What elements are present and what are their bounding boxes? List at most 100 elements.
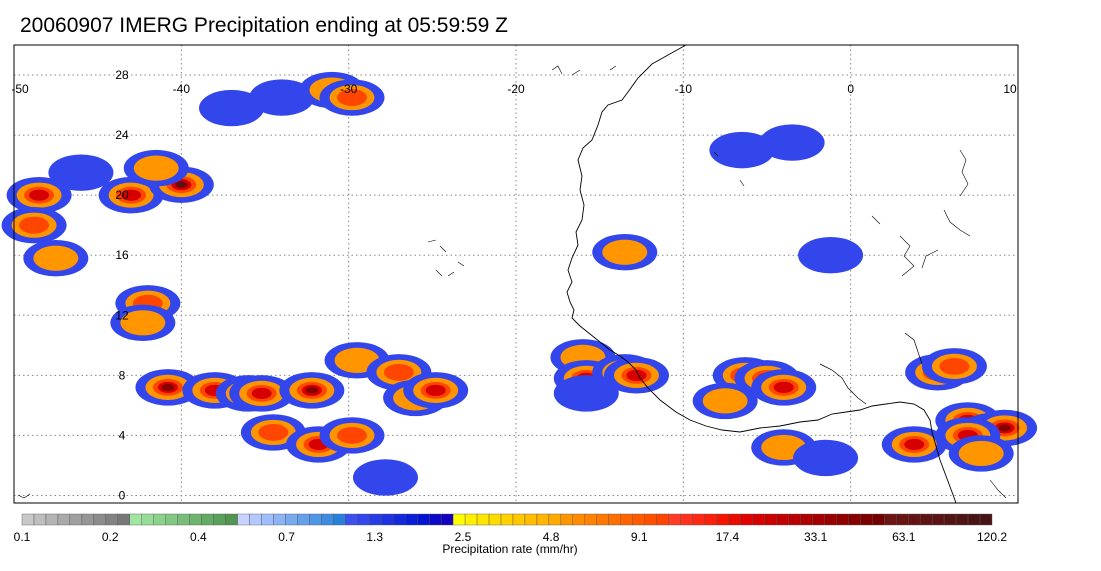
- colorbar-tick-label: 120.2: [977, 530, 1007, 544]
- precip-cell: [939, 357, 970, 375]
- colorbar-swatch: [297, 513, 310, 526]
- colorbar-swatch: [608, 513, 621, 526]
- colorbar-swatch: [800, 513, 813, 526]
- colorbar-tick-label: 0.1: [14, 530, 31, 544]
- colorbar-tick-label: 0.4: [190, 530, 207, 544]
- colorbar-swatch: [512, 513, 526, 526]
- colorbar-swatch: [81, 513, 95, 526]
- colorbar-swatch: [704, 513, 717, 526]
- precip-cell: [798, 237, 864, 274]
- colorbar-swatch: [872, 513, 885, 526]
- colorbar-swatch: [812, 513, 825, 526]
- colorbar: 0.1 0.2 0.4 0.7 1.3 2.5 4.8 9.1 17.4 33.1 63.1 120.…: [14, 513, 1008, 556]
- lon-tick-label: -40: [173, 82, 191, 96]
- colorbar-swatch: [177, 513, 190, 526]
- colorbar-tick-label: 33.1: [804, 530, 828, 544]
- precip-cell: [305, 386, 319, 394]
- colorbar-tick-label: 0.2: [102, 530, 119, 544]
- colorbar-swatch: [93, 513, 107, 526]
- colorbar-tick-label: 4.8: [543, 530, 560, 544]
- coastline: [17, 44, 1007, 504]
- colorbar-swatch: [656, 513, 669, 526]
- precip-cell: [161, 383, 175, 391]
- precip-cell: [120, 310, 166, 336]
- lat-tick-label: 12: [115, 308, 129, 322]
- colorbar-tick-labels: 0.1 0.2 0.4 0.7 1.3 2.5 4.8 9.1 17.4 33.1 63.1 120.…: [14, 530, 1008, 544]
- precip-cell: [793, 439, 859, 477]
- colorbar-swatch: [21, 513, 35, 526]
- colorbar-swatch: [836, 513, 849, 526]
- precip-cell: [29, 189, 50, 201]
- colorbar-swatch: [225, 513, 238, 526]
- precip-cell: [998, 424, 1011, 432]
- colorbar-swatch: [381, 513, 394, 526]
- colorbar-tick-label: 63.1: [892, 530, 916, 544]
- colorbar-swatch: [668, 513, 681, 526]
- lat-tick-label: 28: [115, 68, 129, 82]
- colorbar-swatch: [979, 513, 993, 526]
- colorbar-swatch: [728, 513, 741, 526]
- precip-cell: [702, 388, 748, 414]
- colorbar-swatch: [45, 513, 59, 526]
- colorbar-tick-label: 0.7: [278, 530, 295, 544]
- colorbar-swatch: [548, 513, 562, 526]
- colorbar-swatches: [21, 513, 993, 526]
- colorbar-swatch: [500, 513, 514, 526]
- precip-cell: [958, 440, 1004, 467]
- colorbar-tick-label: 1.3: [366, 530, 383, 544]
- colorbar-swatch: [117, 513, 130, 526]
- colorbar-swatch: [955, 513, 969, 526]
- lon-tick-label: 10: [1003, 82, 1017, 96]
- colorbar-tick-label: 9.1: [631, 530, 648, 544]
- precip-cell: [177, 182, 186, 187]
- precipitation-field: [1, 71, 1038, 496]
- colorbar-swatch: [309, 513, 322, 526]
- colorbar-swatch: [884, 513, 897, 526]
- colorbar-swatch: [105, 513, 119, 526]
- colorbar-swatch: [165, 513, 178, 526]
- colorbar-swatch: [907, 513, 921, 526]
- lat-tick-label: 16: [115, 248, 129, 262]
- map-title: 20060907 IMERG Precipitation ending at 0…: [20, 14, 508, 37]
- precip-cell: [19, 216, 50, 234]
- colorbar-swatch: [464, 513, 478, 526]
- plot-area: -50 -40 -30 -20 -10 0 10 0 4 8 12 16 20 24 28: [1, 44, 1038, 504]
- colorbar-swatch: [524, 513, 538, 526]
- precip-cell: [626, 369, 647, 381]
- precip-cell: [773, 381, 794, 393]
- lon-tick-label: -30: [340, 82, 358, 96]
- lat-tick-label: 0: [119, 488, 126, 502]
- africa-coastline: [566, 44, 957, 504]
- precip-cell: [352, 459, 418, 496]
- lat-tick-label: 8: [119, 368, 126, 382]
- colorbar-swatch: [345, 513, 358, 526]
- colorbar-swatch: [931, 513, 945, 526]
- colorbar-swatch: [213, 513, 226, 526]
- colorbar-swatch: [895, 513, 909, 526]
- niger-delta-coast: [819, 332, 923, 405]
- colorbar-swatch: [967, 513, 981, 526]
- colorbar-swatch: [860, 513, 873, 526]
- colorbar-swatch: [560, 513, 574, 526]
- colorbar-swatch: [273, 513, 286, 526]
- precip-cell: [904, 438, 925, 451]
- lon-tick-label: -20: [507, 82, 525, 96]
- colorbar-swatch: [405, 513, 418, 526]
- colorbar-swatch: [333, 513, 346, 526]
- precip-cell: [258, 424, 289, 441]
- precip-cell: [602, 239, 648, 265]
- colorbar-swatch: [919, 513, 933, 526]
- lat-tick-label: 4: [119, 428, 126, 442]
- lat-tick-label: 20: [115, 188, 129, 202]
- colorbar-swatch: [776, 513, 789, 526]
- precip-cell: [48, 154, 114, 191]
- precip-cell: [759, 124, 825, 161]
- colorbar-swatch: [369, 513, 382, 526]
- colorbar-swatch: [476, 513, 490, 526]
- colorbar-tick-label: 17.4: [716, 530, 740, 544]
- latitude-tick-labels: 0 4 8 12 16 20 24 28: [115, 68, 129, 502]
- colorbar-swatch: [69, 513, 83, 526]
- colorbar-swatch: [452, 513, 466, 526]
- colorbar-swatch: [57, 513, 71, 526]
